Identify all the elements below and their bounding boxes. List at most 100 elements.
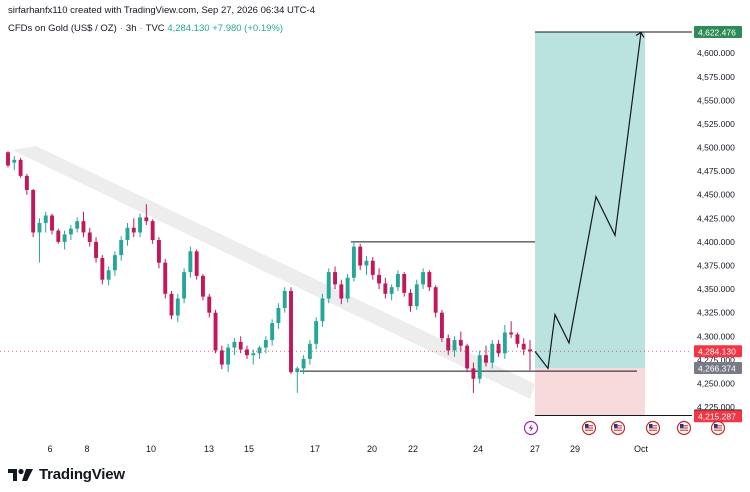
candle <box>320 298 325 322</box>
y-tick-label: 4,250.000 <box>697 378 735 388</box>
candle <box>182 272 187 299</box>
candle <box>452 340 457 351</box>
candle <box>282 290 287 308</box>
y-tick-label: 4,500.000 <box>697 143 735 153</box>
candle <box>402 273 407 293</box>
candle <box>219 350 224 365</box>
y-tick-label: 4,450.000 <box>697 190 735 200</box>
y-tick-label: 4,225.000 <box>697 402 735 412</box>
price-tag-target <box>694 26 742 38</box>
candle <box>528 349 532 352</box>
y-tick-label: 4,325.000 <box>697 308 735 318</box>
candle <box>188 251 193 273</box>
candle <box>24 175 29 191</box>
candle <box>201 275 205 297</box>
candle <box>232 341 237 348</box>
x-tick-label: 24 <box>473 444 483 454</box>
price-tag-label: 4,622.476 <box>698 27 736 37</box>
candle <box>213 312 218 351</box>
candle <box>484 355 488 363</box>
y-tick-label: 4,275.000 <box>697 355 735 365</box>
candle <box>31 190 36 233</box>
y-tick-label: 4,600.000 <box>697 48 735 58</box>
candle <box>521 343 526 350</box>
price-tag-last <box>694 345 742 358</box>
candle <box>270 323 275 341</box>
candle <box>94 241 98 258</box>
candle <box>144 217 149 222</box>
y-tick-label: 4,550.000 <box>697 95 735 105</box>
candle <box>364 260 369 266</box>
candle <box>125 227 130 241</box>
loss-zone <box>535 368 645 416</box>
projection-path <box>534 32 642 370</box>
candle <box>370 260 375 275</box>
candle <box>377 274 382 284</box>
x-tick-label: 29 <box>570 444 580 454</box>
candle <box>131 227 136 233</box>
candle <box>490 343 495 363</box>
candle <box>207 296 212 313</box>
candle <box>314 321 319 344</box>
candle <box>414 284 419 307</box>
candle <box>471 368 476 379</box>
candle <box>289 290 293 373</box>
candle <box>238 341 243 350</box>
candle <box>477 355 482 379</box>
candle <box>301 358 306 369</box>
candle <box>56 230 61 242</box>
candle <box>106 270 111 280</box>
source-label: TVC <box>145 23 165 34</box>
profit-zone <box>535 32 645 368</box>
x-tick-label: 22 <box>408 444 418 454</box>
tradingview-logo: TradingView <box>8 466 125 483</box>
candle <box>389 287 394 294</box>
y-tick-label: 4,300.000 <box>697 331 735 341</box>
candle <box>163 262 168 294</box>
candle <box>87 232 92 242</box>
candle <box>245 349 249 356</box>
flag-canton <box>649 424 653 428</box>
candle <box>12 159 17 163</box>
candle <box>43 215 48 224</box>
candle <box>446 338 451 351</box>
candle <box>358 246 363 266</box>
y-tick-label: 4,375.000 <box>697 261 735 271</box>
candle <box>496 343 501 354</box>
candle <box>339 284 344 299</box>
price-tag-label: 4,266.374 <box>698 363 736 373</box>
candle <box>326 272 331 299</box>
tradingview-logo-icon <box>8 468 33 481</box>
candle <box>295 368 300 373</box>
price-change: +7.980 (+0.19%) <box>212 23 283 34</box>
candle <box>351 246 356 278</box>
price-tag-low <box>694 410 742 423</box>
candle <box>119 240 124 256</box>
candle <box>465 345 470 369</box>
candle <box>175 298 180 316</box>
last-price: 4,284.130 <box>167 23 210 34</box>
y-tick-label: 4,525.000 <box>697 119 735 129</box>
y-tick-label: 4,575.000 <box>697 72 735 82</box>
flag-canton <box>614 424 618 428</box>
candle <box>194 251 199 276</box>
x-tick-label: 27 <box>530 444 540 454</box>
candle <box>458 340 463 346</box>
candle <box>263 340 268 348</box>
y-tick-label: 4,350.000 <box>697 284 735 294</box>
candle <box>138 217 143 233</box>
candle <box>100 257 105 280</box>
x-tick-label: 13 <box>204 444 214 454</box>
candle <box>502 332 507 354</box>
candle <box>421 272 426 285</box>
channel-band <box>12 146 535 399</box>
chart-attribution: sirfarhanfx110 created with TradingView.… <box>8 5 315 16</box>
x-tick-label: 6 <box>47 444 52 454</box>
x-tick-label: 17 <box>310 444 320 454</box>
y-tick-label: 4,400.000 <box>697 237 735 247</box>
candle <box>515 334 520 344</box>
candle <box>257 347 262 354</box>
flag-canton <box>585 424 589 428</box>
lightning-glyph <box>528 424 534 432</box>
